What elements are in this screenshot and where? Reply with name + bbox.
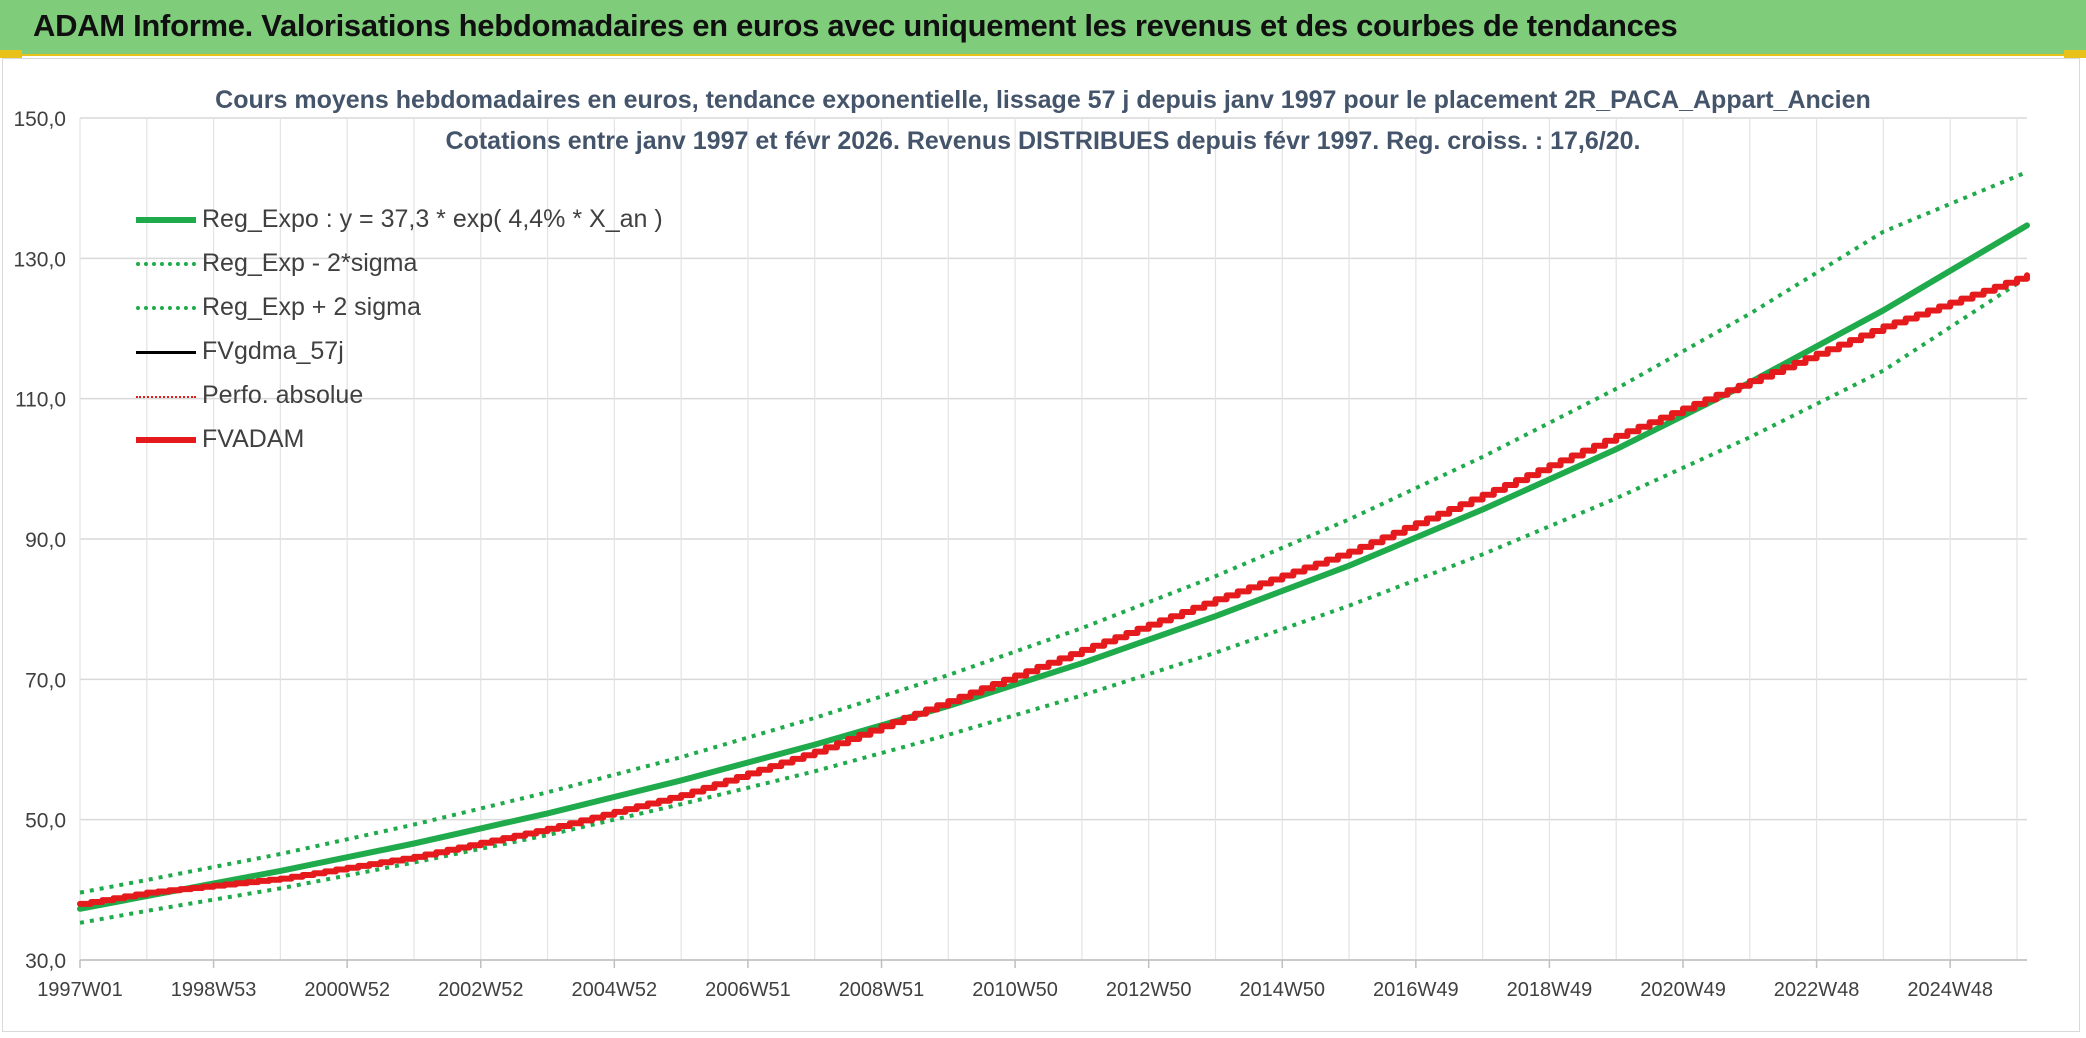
chart-title: Cours moyens hebdomadaires en euros, ten… (215, 86, 1871, 114)
series-line (77, 222, 2030, 912)
legend-swatch (136, 262, 196, 266)
y-tick-label: 150,0 (13, 108, 66, 131)
y-tick-label: 110,0 (15, 389, 66, 412)
legend-label: FVgdma_57j (202, 337, 344, 365)
legend-swatch (136, 437, 196, 443)
corner-mark-right (2064, 50, 2086, 58)
x-tick-label: 2006W51 (705, 979, 791, 1001)
x-tick-label: 2008W51 (839, 979, 925, 1001)
series-line (79, 170, 2028, 895)
chart-subtitle: Cotations entre janv 1997 et févr 2026. … (445, 127, 1641, 155)
x-tick-label: 2010W50 (972, 979, 1058, 1001)
x-tick-label: 1997W01 (37, 979, 123, 1001)
x-tick-label: 2014W50 (1239, 979, 1325, 1001)
report-banner: ADAM Informe. Valorisations hebdomadaire… (0, 0, 2086, 56)
series-line (80, 275, 2028, 905)
x-tick-label: 2002W52 (438, 979, 524, 1001)
y-tick-label: 130,0 (13, 248, 66, 271)
legend-label: Reg_Exp + 2 sigma (202, 293, 421, 321)
series-line (79, 275, 2029, 925)
y-tick-label: 90,0 (25, 529, 66, 552)
x-tick-label: 1998W53 (171, 979, 257, 1001)
legend-label: Reg_Exp - 2*sigma (202, 249, 418, 277)
y-tick-label: 30,0 (25, 950, 66, 973)
x-tick-label: 2022W48 (1774, 979, 1860, 1001)
legend-swatch (136, 351, 196, 354)
x-tick-label: 2020W49 (1640, 979, 1726, 1001)
x-tick-label: 2000W52 (304, 979, 390, 1001)
series-line (78, 273, 2029, 906)
x-tick-label: 2012W50 (1106, 979, 1192, 1001)
legend-swatch (136, 396, 196, 398)
legend-label: Reg_Expo : y = 37,3 * exp( 4,4% * X_an ) (202, 205, 663, 233)
legend-label: Perfo. absolue (202, 381, 364, 409)
x-tick-label: 2018W49 (1507, 979, 1593, 1001)
corner-mark-left (0, 50, 22, 58)
y-tick-label: 70,0 (25, 669, 66, 692)
x-tick-label: 2004W52 (572, 979, 658, 1001)
legend-swatch (136, 217, 196, 223)
y-tick-label: 50,0 (25, 810, 66, 833)
report-title: ADAM Informe. Valorisations hebdomadaire… (33, 8, 1678, 43)
legend-label: FVADAM (202, 425, 305, 453)
x-tick-label: 2024W48 (1907, 979, 1993, 1001)
legend-swatch (136, 306, 196, 310)
x-tick-label: 2016W49 (1373, 979, 1459, 1001)
series-line (77, 272, 2030, 907)
